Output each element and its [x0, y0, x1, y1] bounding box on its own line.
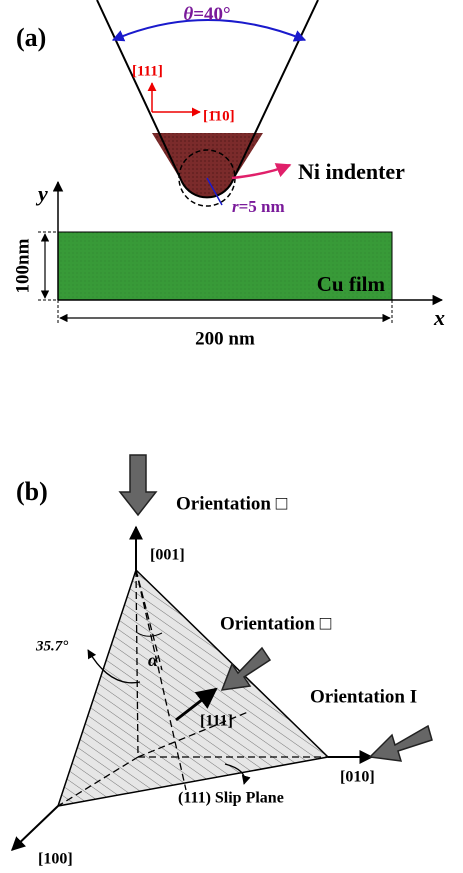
film-label: Cu film: [317, 272, 386, 296]
y-axis-label: y: [35, 181, 48, 206]
plane-label: (111) Slip Plane: [178, 790, 284, 807]
orientation-arrow: [120, 455, 156, 515]
angle-label: θ=40°: [183, 4, 230, 25]
x-axis-label: x: [433, 305, 445, 330]
height-label: 100nm: [12, 238, 33, 293]
orientation-label: Orientation □: [220, 613, 332, 634]
panel-label: (a): [16, 23, 46, 52]
dir-111-label: [111]: [200, 713, 233, 730]
dir-001-label: [001]: [150, 547, 185, 564]
indenter-label: Ni indenter: [298, 159, 405, 184]
indenter-fill: [152, 133, 263, 197]
orientation-arrow: [370, 726, 432, 761]
width-label: 200 nm: [195, 328, 255, 349]
angle-label: 35.7°: [35, 638, 68, 654]
panel-label: (b): [16, 477, 48, 506]
radius-label: r=5 nm: [232, 197, 285, 216]
angle-value: =40°: [193, 4, 230, 25]
axis-111-label: [111]: [132, 63, 163, 79]
figure: (a) θ=40° [111] [1̄10] Ni indenter r=5 n…: [0, 0, 463, 873]
angle-symbol: θ: [183, 4, 193, 25]
orientation-label: Orientation I: [310, 686, 417, 707]
dir-100-label: [100]: [38, 851, 73, 868]
dir-100-arrow: [12, 806, 58, 850]
dir-010-label: [010]: [340, 769, 375, 786]
axis-110-label: [1̄10]: [203, 108, 235, 124]
slip-plane: [58, 570, 328, 806]
orientation-label: Orientation □: [176, 493, 288, 514]
radius-value: =5 nm: [239, 197, 285, 216]
alpha-label: α: [148, 650, 159, 670]
